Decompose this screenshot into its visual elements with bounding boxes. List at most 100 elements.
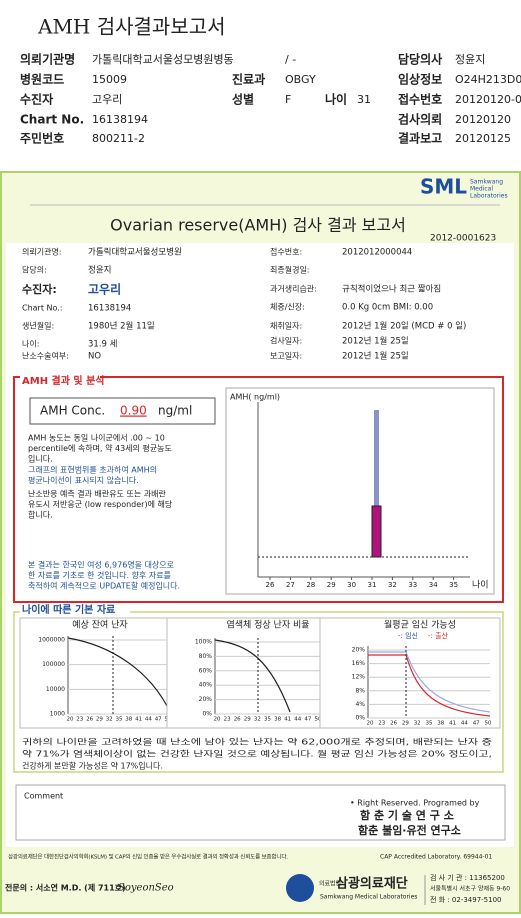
x-tick-label: 47 bbox=[304, 717, 311, 723]
info-label: 성별 bbox=[232, 92, 254, 107]
logo-sub: Medical bbox=[470, 186, 493, 193]
x-tick-label: 29 bbox=[96, 717, 103, 723]
info-label: 수진자 bbox=[20, 92, 53, 107]
y-tick-label: 0% bbox=[202, 711, 212, 718]
info-value: 20120120 bbox=[455, 113, 511, 126]
x-tick-label: 23 bbox=[378, 721, 385, 727]
lab-name: 함 춘 기 술 연 구 소 bbox=[360, 808, 454, 822]
field-value: 16138194 bbox=[88, 304, 131, 314]
report-code: 2012-0001623 bbox=[430, 234, 496, 244]
y-tick-label: 80% bbox=[199, 653, 213, 660]
info-value: 20120125 bbox=[455, 132, 511, 145]
x-tick-label: 28 bbox=[306, 581, 315, 589]
y-tick-label: 10000 bbox=[46, 686, 65, 693]
logo-sub: Laboratories bbox=[470, 193, 508, 200]
paragraph-line: 본 결과는 한국인 여성 6,976명을 대상으로 bbox=[28, 560, 174, 570]
x-tick-label: 32 bbox=[414, 721, 421, 727]
x-tick-label: 31 bbox=[368, 581, 377, 589]
paragraph-line: 난소반응 예측 결과 배란유도 또는 과배란 bbox=[28, 489, 166, 499]
x-tick-label: 41 bbox=[449, 721, 456, 727]
y-tick-label: 0% bbox=[355, 715, 365, 722]
paragraph-line: 합니다. bbox=[28, 510, 53, 520]
x-tick-label: 47 bbox=[473, 721, 480, 727]
field-label: 나이: bbox=[22, 339, 39, 349]
paragraph-line: AMH 농도는 동일 나이군에서 .00 ~ 10 bbox=[28, 433, 165, 443]
x-tick-label: 44 bbox=[145, 717, 152, 723]
mini-chart-title: 월평균 임신 가능성 bbox=[384, 619, 456, 631]
info-label: 병원코드 bbox=[20, 72, 64, 87]
section-title: 나이에 따른 기본 자료 bbox=[22, 603, 115, 616]
y-tick-label: 4% bbox=[355, 701, 365, 708]
x-tick-label: 32 bbox=[388, 581, 397, 589]
info-value: OBGY bbox=[285, 73, 316, 86]
legend-entry: -: 임신 bbox=[398, 631, 418, 640]
x-tick-label: 29 bbox=[327, 581, 336, 589]
x-tick-label: 26 bbox=[86, 717, 93, 723]
info-label: 검사의뢰 bbox=[398, 112, 442, 127]
credit: • Right Reserved. Programed by bbox=[350, 799, 480, 808]
value-bar bbox=[371, 505, 382, 558]
info-label: 임상정보 bbox=[398, 72, 442, 87]
legend-entry: -: 출산 bbox=[428, 631, 449, 640]
info-label: 결과보고 bbox=[398, 131, 442, 146]
footer-notice: 삼광의료재단은 대한진단검사의학회(KSLM) 및 CAP의 신임 인증을 받은… bbox=[8, 853, 288, 861]
x-tick-label: 30 bbox=[347, 581, 356, 589]
x-tick-label: 47 bbox=[155, 717, 162, 723]
field-value: 1980년 2월 11일 bbox=[88, 321, 155, 332]
info-value: 16138194 bbox=[92, 113, 148, 126]
curve bbox=[368, 654, 491, 717]
info-label: 주민번호 bbox=[20, 131, 64, 146]
label-bg bbox=[20, 376, 100, 386]
x-tick-label: 32 bbox=[254, 717, 261, 723]
info-value: 정윤지 bbox=[455, 53, 485, 66]
x-tick-label: 38 bbox=[437, 721, 444, 727]
comment-label: Comment bbox=[24, 792, 63, 801]
x-tick-label: 33 bbox=[408, 581, 417, 589]
x-tick-label: 35 bbox=[116, 717, 123, 723]
chart-axis-label: AMH( ng/ml) bbox=[230, 393, 280, 402]
field-label: 채취일자: bbox=[270, 321, 302, 331]
info-value: 31 bbox=[357, 93, 371, 106]
x-tick-label: 38 bbox=[274, 717, 281, 723]
x-tick-label: 27 bbox=[286, 581, 295, 589]
x-tick-label: 20 bbox=[67, 717, 74, 723]
field-value: 정윤지 bbox=[88, 265, 111, 276]
curve bbox=[67, 637, 171, 713]
y-tick-label: 20% bbox=[352, 647, 366, 654]
info-label: 담당의사 bbox=[398, 52, 442, 67]
conc-value: 0.90 bbox=[120, 404, 147, 418]
field-value: 2012년 1월 25일 bbox=[342, 336, 409, 347]
field-value: 고우리 bbox=[88, 282, 121, 297]
field-value: 31.9 세 bbox=[88, 340, 117, 350]
field-value: 가톨릭대학교서울성모병원 bbox=[88, 247, 182, 258]
paragraph-line: 한 자료를 기초로 한 것입니다. 향후 자료를 bbox=[28, 570, 171, 580]
info-value: 고우리 bbox=[92, 93, 122, 106]
paragraph-line: 유도시 저반응군 (low responder)에 해당 bbox=[28, 499, 173, 509]
field-value: NO bbox=[88, 352, 101, 362]
curve bbox=[368, 651, 491, 713]
field-label: 체중/신장: bbox=[270, 302, 305, 312]
y-tick-label: 100000 bbox=[42, 661, 65, 668]
x-tick-label: 20 bbox=[367, 721, 374, 727]
x-tick-label: 20 bbox=[214, 717, 221, 723]
field-label: 보고일자: bbox=[270, 352, 302, 361]
x-tick-label: 29 bbox=[244, 717, 251, 723]
x-tick-label: 35 bbox=[264, 717, 271, 723]
mini-chart-frame bbox=[166, 617, 331, 729]
x-tick-label: 23 bbox=[76, 717, 83, 723]
field-label: 생년월일: bbox=[22, 321, 54, 331]
info-value: 15009 bbox=[92, 73, 127, 86]
field-value: 2012년 1월 25일 bbox=[342, 351, 409, 362]
y-tick-label: 100% bbox=[195, 639, 212, 646]
info-label: 진료과 bbox=[232, 72, 265, 87]
field-label: 최종월경일: bbox=[270, 265, 310, 275]
info-value: O24H213D0 bbox=[455, 73, 521, 86]
field-value: 2012년 1월 20일 (MCD # 0 일) bbox=[342, 321, 466, 332]
x-axis-label: 나이 bbox=[472, 580, 489, 591]
org-en: Samkwang Medical Laboratories bbox=[320, 894, 417, 901]
x-tick-label: 38 bbox=[125, 717, 132, 723]
basic-box bbox=[13, 611, 504, 773]
logo-sub: Samkwang bbox=[470, 179, 503, 186]
x-tick-label: 35 bbox=[449, 581, 458, 589]
